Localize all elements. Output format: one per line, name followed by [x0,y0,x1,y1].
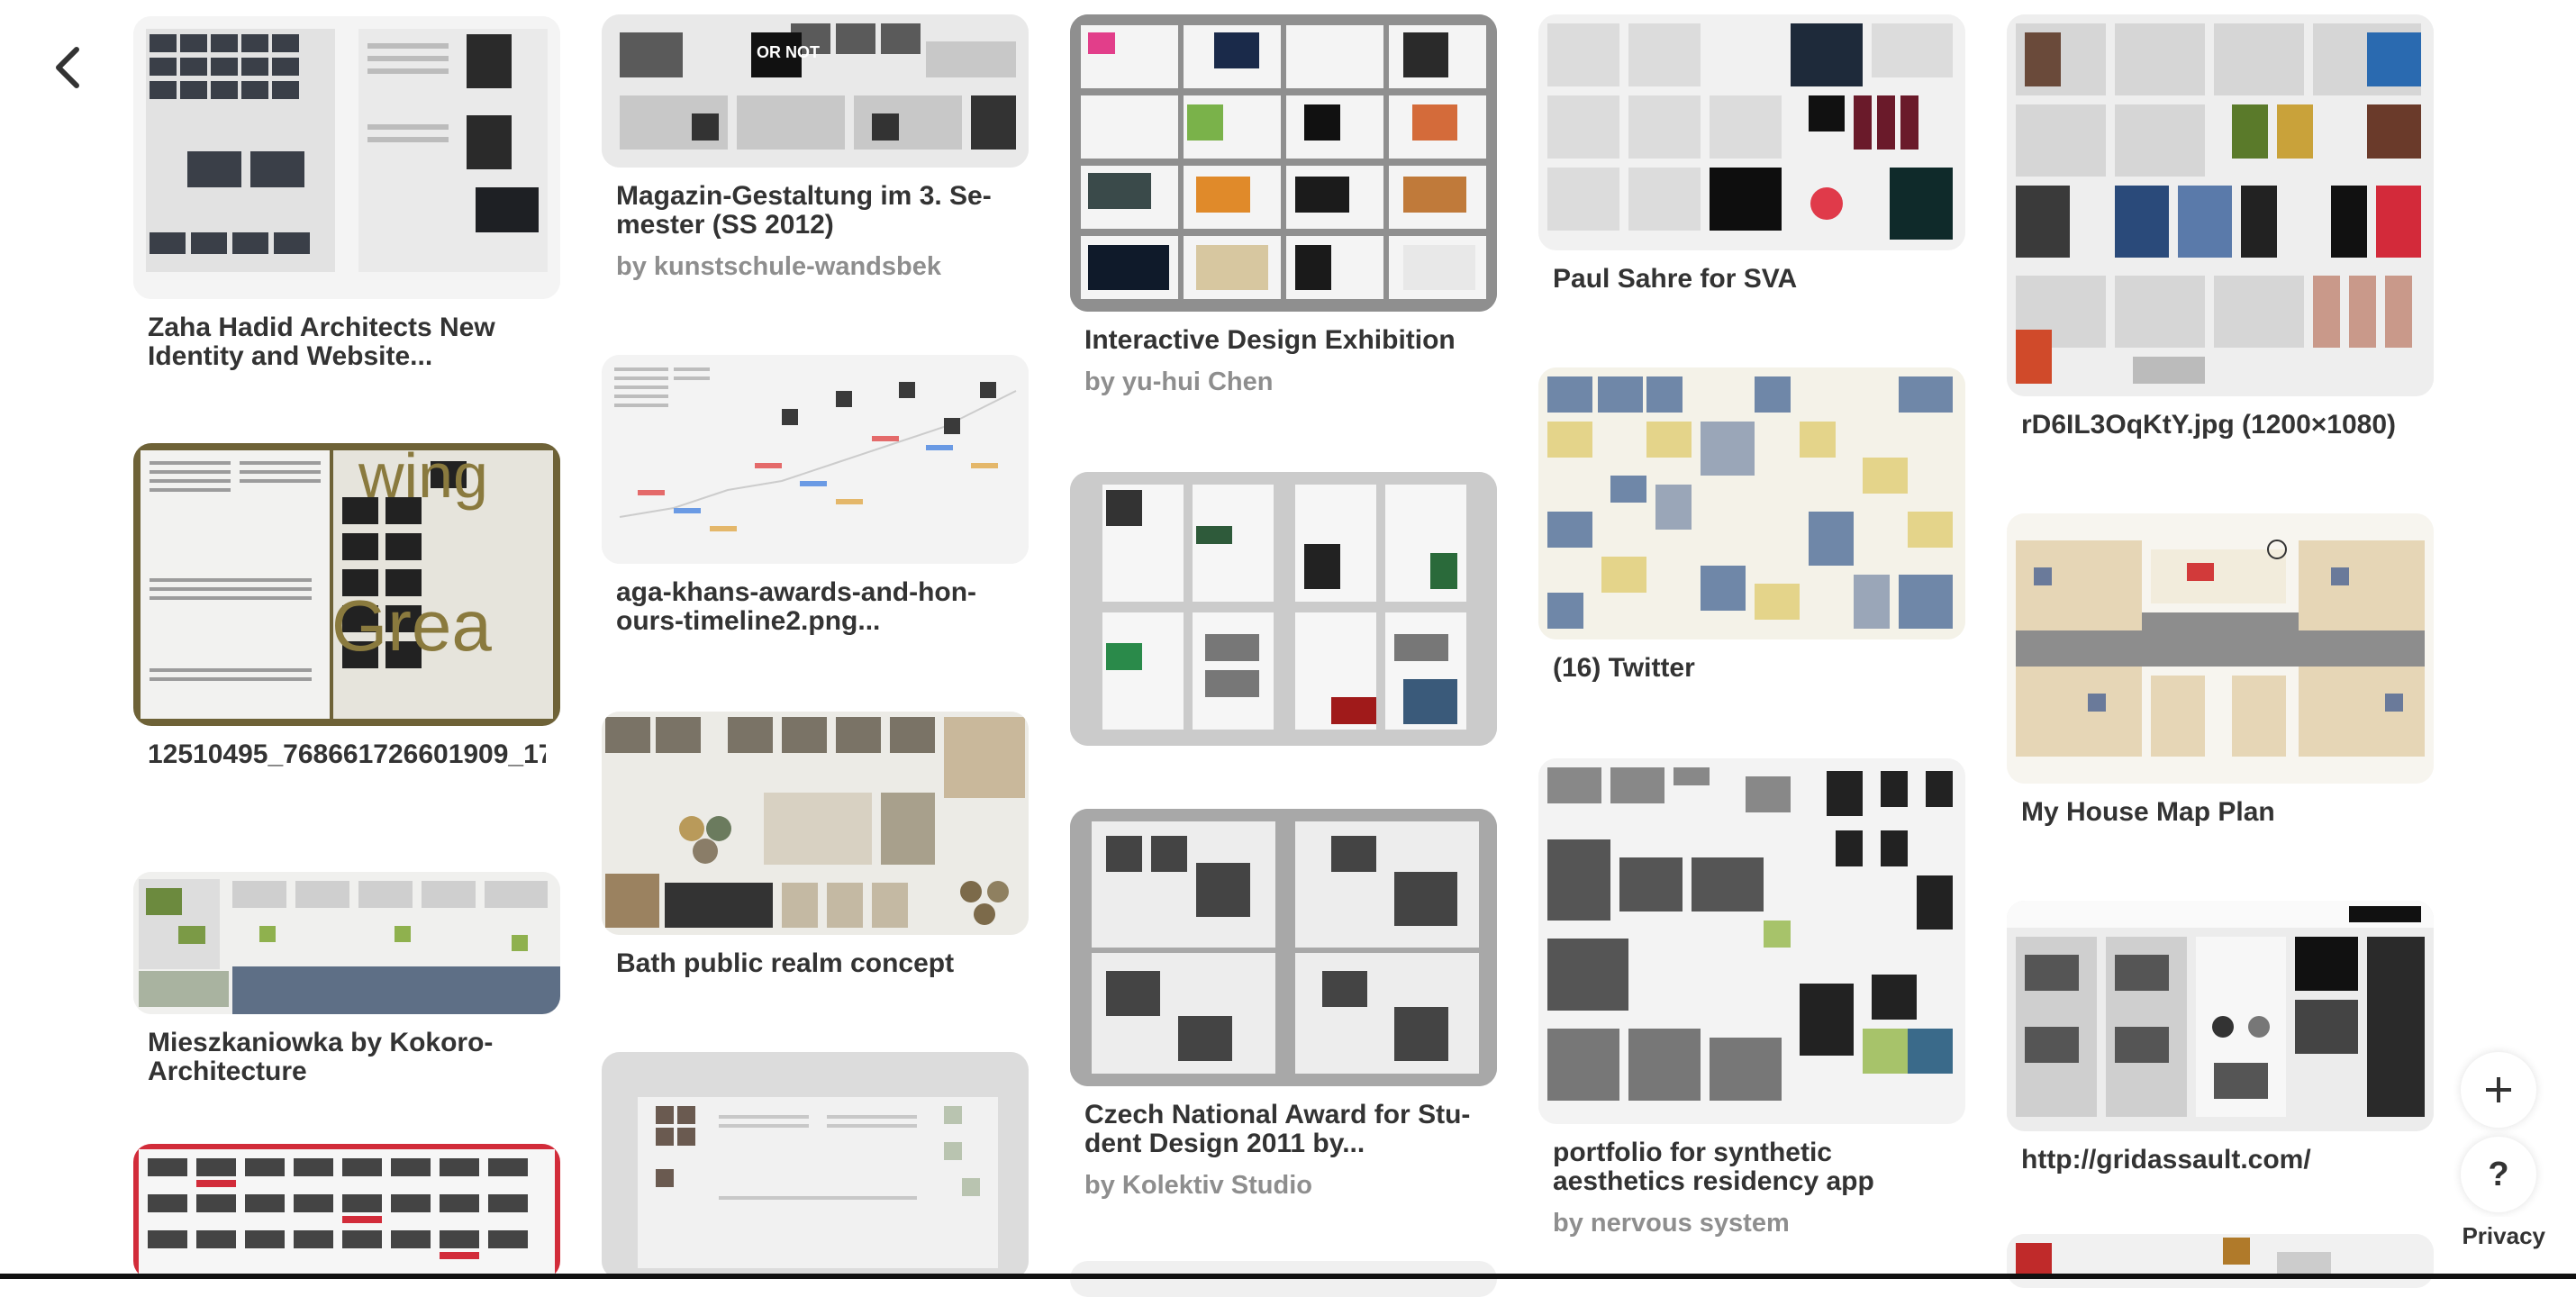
pin-image[interactable] [602,1052,1029,1279]
pin-card[interactable]: portfolio for synthetic aesthetics resid… [1538,758,1965,1238]
svg-text:OR NOT: OR NOT [757,43,820,61]
pin-card[interactable]: (16) Twitter [1538,367,1965,683]
pin-title[interactable]: 12510495_768661726601909_170772781987952… [148,740,546,769]
svg-text:wing: wing [358,443,488,511]
pin-card[interactable] [602,1052,1029,1279]
back-button[interactable] [36,36,99,99]
pin-card[interactable] [2007,1234,2434,1288]
pin-card[interactable] [133,1144,560,1279]
pin-image[interactable] [2007,1234,2434,1288]
by-prefix: by [616,252,654,281]
svg-text:Grea: Grea [331,585,492,666]
pin-title[interactable]: My House Map Plan [2021,798,2275,827]
pin-title[interactable]: Interactive Design Exhibition [1084,326,1456,355]
pin-title[interactable]: Zaha Hadid Architects New Identity and W… [148,313,495,371]
pin-title[interactable]: (16) Twitter [1553,654,1695,683]
by-prefix: by [1553,1209,1591,1238]
pin-image[interactable] [1070,809,1497,1086]
pin-image[interactable] [133,1144,560,1279]
pin-card[interactable]: Czech National Award for Stu-dent Design… [1070,809,1497,1201]
chevron-left-icon [56,47,79,88]
pin-title[interactable]: Mieszkaniowka by Kokoro-Architecture [148,1029,494,1086]
pin-title[interactable]: Paul Sahre for SVA [1553,265,1798,294]
pin-author-link[interactable]: nervous system [1590,1209,1790,1238]
pin-author-link[interactable]: yu-hui Chen [1121,367,1274,396]
help-icon: ? [2488,1155,2509,1193]
pin-card[interactable]: http://gridassault.com/ [2007,901,2434,1175]
pin-card[interactable]: Mieszkaniowka by Kokoro-Architecture [133,872,560,1086]
by-prefix: by [1084,1171,1122,1200]
pin-card[interactable]: aga-khans-awards-and-hon-ours-timeline2.… [602,355,1029,636]
pin-image[interactable] [1538,367,1965,639]
pin-image[interactable] [602,355,1029,564]
pin-image[interactable] [602,712,1029,935]
pin-image[interactable]: wing Grea [133,443,560,726]
pin-title[interactable]: Czech National Award for Stu-dent Design… [1084,1101,1471,1158]
pin-image[interactable] [2007,513,2434,784]
pin-card[interactable]: My House Map Plan [2007,513,2434,827]
pin-card[interactable]: Paul Sahre for SVA [1538,14,1965,294]
bottom-edge [0,1274,2576,1279]
plus-icon [2486,1077,2511,1102]
pin-author-link[interactable]: Kolektiv Studio [1121,1171,1312,1200]
pin-card[interactable] [1070,1261,1497,1297]
pin-image[interactable] [1070,1261,1497,1297]
pin-card[interactable]: Bath public realm concept [602,712,1029,978]
pin-card[interactable]: wing Grea 12510495_768661726601909_17077… [133,443,560,769]
pin-image[interactable] [1070,14,1497,312]
by-prefix: by [1084,367,1122,396]
help-button[interactable]: ? [2461,1137,2536,1212]
pin-title[interactable]: aga-khans-awards-and-hon-ours-timeline2.… [616,578,977,636]
pin-attribution: by yu-hui Chen [1084,367,1483,397]
pin-card[interactable]: Interactive Design Exhibition by yu-hui … [1070,14,1497,397]
pin-card[interactable] [1070,472,1497,746]
pin-title[interactable]: portfolio for synthetic aesthetics resid… [1553,1138,1874,1196]
pin-card[interactable]: rD6IL3OqKtY.jpg (1200×1080) [2007,14,2434,440]
pin-title[interactable]: http://gridassault.com/ [2021,1146,2311,1175]
pin-attribution: by kunstschule-wandsbek [616,252,1014,282]
pin-image[interactable]: OR NOT [602,14,1029,168]
pin-title[interactable]: Magazin-Gestaltung im 3. Se-mester (SS 2… [616,182,992,240]
pin-image[interactable] [2007,901,2434,1131]
pin-attribution: by nervous system [1553,1209,1951,1238]
pin-image[interactable] [2007,14,2434,396]
add-button[interactable] [2461,1052,2536,1128]
pin-image[interactable] [133,872,560,1014]
pin-image[interactable] [133,16,560,299]
pin-image[interactable] [1538,14,1965,250]
pin-card[interactable]: Zaha Hadid Architects New Identity and W… [133,16,560,371]
pin-title[interactable]: Bath public realm concept [616,949,955,978]
pin-title[interactable]: rD6IL3OqKtY.jpg (1200×1080) [2021,411,2397,440]
pin-author-link[interactable]: kunstschule-wandsbek [653,252,941,281]
pin-card[interactable]: OR NOT Magazin-Gestaltung im 3. Se-meste… [602,14,1029,282]
privacy-link[interactable]: Privacy [2451,1217,2556,1256]
pin-attribution: by Kolektiv Studio [1084,1171,1483,1201]
pin-image[interactable] [1538,758,1965,1124]
pin-image[interactable] [1070,472,1497,746]
